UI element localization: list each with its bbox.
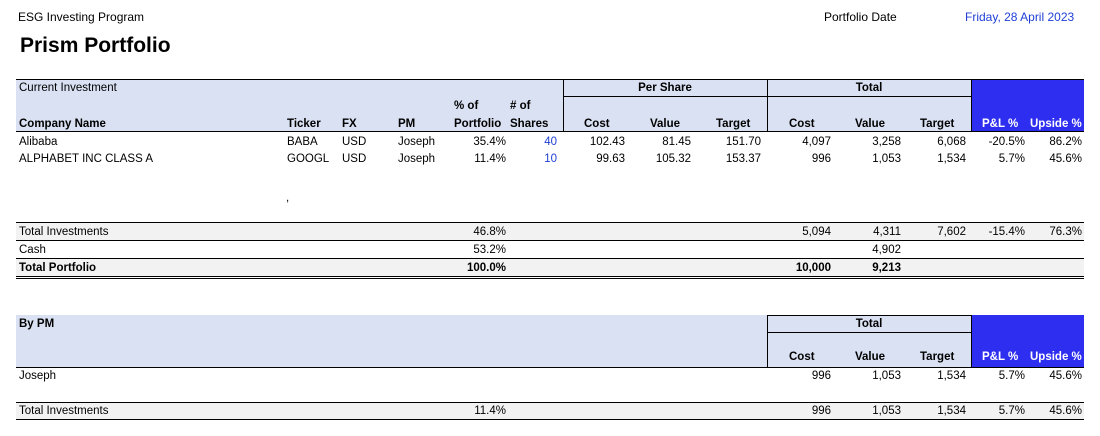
by-pm-totals-value: 1,053	[872, 405, 901, 417]
cash-value: 4,902	[872, 244, 901, 256]
col-pm: PM	[398, 118, 416, 130]
ps-cost: 99.63	[596, 153, 625, 165]
ps-target: 151.70	[725, 136, 761, 148]
fx: USD	[342, 153, 367, 165]
total-target: 6,068	[937, 136, 966, 148]
cash-label: Cash	[19, 244, 46, 256]
pct-header-bottom: Portfolio	[454, 118, 502, 130]
ticker: GOOGL	[287, 153, 330, 165]
col-ps-value: Value	[650, 118, 681, 130]
totals-label: Total Investments	[19, 226, 109, 238]
pct-of-portfolio: 11.4%	[474, 153, 506, 165]
investments-header-band	[16, 79, 971, 131]
portfolio-pct: 100.0%	[466, 262, 506, 274]
shares-count[interactable]: 40	[544, 136, 557, 148]
totals-upside: 76.3%	[1049, 226, 1082, 238]
by-pm-metrics-header	[971, 315, 1084, 367]
pm-value: 1,053	[872, 370, 901, 382]
total-value: 1,053	[872, 153, 901, 165]
by-pm-totals-upside: 45.6%	[1049, 405, 1082, 417]
by-pm-section-label: By PM	[19, 318, 55, 330]
col-ps-target: Target	[716, 118, 751, 130]
company-name: ALPHABET INC CLASS A	[19, 153, 154, 165]
totals-cost: 5,094	[802, 226, 831, 238]
shares-count[interactable]: 10	[544, 153, 557, 165]
col-total-target: Target	[920, 118, 955, 130]
portfolio-value: 9,213	[872, 262, 901, 274]
by-pm-totals-shade	[16, 402, 1084, 419]
pm: Joseph	[398, 136, 436, 148]
pm-pl: 5.7%	[998, 370, 1025, 382]
stray-mark: ,	[286, 192, 290, 204]
by-pm-header-band	[16, 315, 971, 367]
pct-header-top: % of	[454, 100, 479, 112]
total-cost: 4,097	[802, 136, 831, 148]
by-pm-totals-label: Total Investments	[19, 405, 109, 417]
total-group-header: Total	[855, 82, 883, 94]
program-name: ESG Investing Program	[18, 10, 145, 24]
totals-pl: -15.4%	[988, 226, 1025, 238]
per-share-group-header: Per Share	[638, 82, 692, 94]
portfolio-cost: 10,000	[795, 262, 831, 274]
col-fx: FX	[342, 118, 357, 130]
totals-pct: 46.8%	[473, 226, 506, 238]
by-pm-col-cost: Cost	[789, 351, 815, 363]
shares-header-bottom: Shares	[510, 118, 549, 130]
col-ps-cost: Cost	[584, 118, 610, 130]
investments-metrics-header	[971, 79, 1084, 131]
col-company-name: Company Name	[19, 118, 106, 130]
fx: USD	[342, 136, 367, 148]
upside-pct: 86.2%	[1049, 136, 1082, 148]
col-upside-pct: Upside %	[1030, 118, 1082, 130]
col-total-value: Value	[855, 118, 886, 130]
investments-section-label: Current Investment	[19, 82, 117, 94]
by-pm-col-pl: P&L %	[982, 351, 1019, 363]
by-pm-totals-pct: 11.4%	[474, 405, 506, 417]
by-pm-col-target: Target	[920, 351, 955, 363]
page-title: Prism Portfolio	[20, 34, 171, 57]
ps-value: 81.45	[662, 136, 691, 148]
by-pm-totals-target: 1,534	[937, 405, 966, 417]
by-pm-total-group-header: Total	[855, 318, 883, 330]
portfolio-date-label: Portfolio Date	[824, 10, 897, 24]
pct-of-portfolio: 35.4%	[473, 136, 506, 148]
pl-pct: -20.5%	[988, 136, 1025, 148]
col-ticker: Ticker	[287, 118, 321, 130]
by-pm-totals-cost: 996	[811, 405, 831, 417]
pm-target: 1,534	[937, 370, 966, 382]
portfolio-date-value[interactable]: Friday, 28 April 2023	[965, 10, 1075, 24]
by-pm-col-value: Value	[855, 351, 886, 363]
total-target: 1,534	[937, 153, 966, 165]
totals-value: 4,311	[873, 226, 901, 238]
pl-pct: 5.7%	[998, 153, 1025, 165]
col-total-cost: Cost	[789, 118, 815, 130]
pm-upside: 45.6%	[1049, 370, 1082, 382]
by-pm-col-upside: Upside %	[1030, 351, 1082, 363]
upside-pct: 45.6%	[1049, 153, 1082, 165]
pm-cost: 996	[811, 370, 831, 382]
ps-cost: 102.43	[589, 136, 625, 148]
company-name: Alibaba	[19, 136, 58, 148]
shares-header-top: # of	[510, 100, 531, 112]
ps-value: 105.32	[655, 153, 691, 165]
cash-pct: 53.2%	[473, 244, 506, 256]
totals-row-shade	[16, 222, 1084, 240]
total-cost: 996	[811, 153, 831, 165]
pm: Joseph	[398, 153, 436, 165]
by-pm-totals-pl: 5.7%	[998, 405, 1025, 417]
portfolio-row-shade	[16, 259, 1084, 276]
total-value: 3,258	[872, 136, 901, 148]
ps-target: 153.37	[725, 153, 761, 165]
ticker: BABA	[287, 136, 318, 148]
totals-target: 7,602	[937, 226, 966, 238]
portfolio-label: Total Portfolio	[19, 262, 97, 274]
col-pl-pct: P&L %	[982, 118, 1019, 130]
pm-name: Joseph	[19, 370, 57, 382]
